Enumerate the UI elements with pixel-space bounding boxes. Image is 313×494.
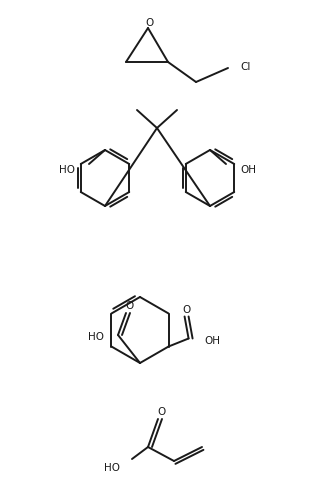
Text: Cl: Cl: [240, 62, 250, 72]
Text: OH: OH: [205, 335, 221, 345]
Text: HO: HO: [59, 165, 75, 175]
Text: HO: HO: [104, 463, 120, 473]
Text: O: O: [126, 301, 134, 311]
Text: O: O: [158, 407, 166, 417]
Text: HO: HO: [88, 332, 104, 342]
Text: O: O: [182, 304, 191, 315]
Text: OH: OH: [240, 165, 256, 175]
Text: O: O: [145, 18, 153, 28]
